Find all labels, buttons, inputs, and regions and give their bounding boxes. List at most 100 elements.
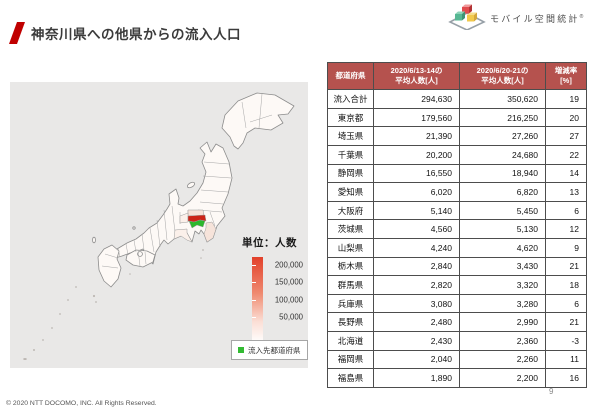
title-accent-bar <box>8 22 26 44</box>
table-row: 千葉県 20,200 24,680 22 <box>327 145 587 165</box>
value-cell: 1,890 <box>373 368 460 388</box>
scale-tick <box>252 265 256 266</box>
value-cell: 6 <box>545 293 587 314</box>
prefecture-cell: 福島県 <box>327 368 374 388</box>
value-cell: 2,990 <box>459 312 546 332</box>
scale-label: 200,000 <box>274 260 303 270</box>
value-cell: 2,430 <box>373 330 460 351</box>
map-scale-title: 単位：人数 <box>242 237 297 249</box>
value-cell: 27,260 <box>459 126 546 147</box>
brand-trademark: ® <box>579 14 584 20</box>
value-cell: 4,620 <box>459 238 546 258</box>
prefecture-cell: 静岡県 <box>327 163 374 184</box>
table-row: 静岡県 16,550 18,940 14 <box>327 163 587 184</box>
scale-tick <box>252 316 256 318</box>
value-cell: 11 <box>545 349 587 370</box>
shaded-prefectures <box>173 209 217 243</box>
table-row: 栃木県 2,840 3,430 21 <box>327 256 587 277</box>
gradient-bar <box>252 257 263 343</box>
value-cell: 21,390 <box>373 126 460 147</box>
value-cell: 350,620 <box>459 89 546 109</box>
value-cell: 2,360 <box>459 330 546 351</box>
value-cell: 22 <box>545 145 587 165</box>
scale-tick <box>252 282 256 284</box>
table-row: 群馬県 2,820 3,320 18 <box>327 275 587 295</box>
value-cell: 2,480 <box>373 312 460 332</box>
scale-label: 50,000 <box>279 312 303 322</box>
inflow-table-header: 都道府県 2020/6/13-14の 平均人数[人] 2020/6/20-21の平… <box>327 61 587 91</box>
prefecture-cell: 北海道 <box>327 330 374 351</box>
value-cell: 6 <box>545 200 587 221</box>
value-cell: 20 <box>545 107 587 128</box>
small-island-dots <box>23 249 204 360</box>
island-kyushu <box>97 244 122 288</box>
value-cell: 27 <box>545 126 587 147</box>
prefecture-cell: 千葉県 <box>327 145 374 165</box>
value-cell: 6,820 <box>459 182 546 202</box>
destination-legend-label: 流入先都道府県 <box>248 345 301 355</box>
value-cell: 2,040 <box>373 349 460 370</box>
table-row: 愛知県 6,020 6,820 13 <box>327 182 587 202</box>
value-cell: 21 <box>545 312 587 332</box>
prefecture-cell: 東京都 <box>327 107 374 128</box>
prefecture-cell: 兵庫県 <box>327 293 374 314</box>
table-row: 兵庫県 3,080 3,280 6 <box>327 293 587 314</box>
value-cell: 14 <box>545 163 587 184</box>
value-cell: 3,080 <box>373 293 460 314</box>
island-hokkaido <box>221 92 295 150</box>
table-row: 北海道 2,430 2,360 -3 <box>327 330 587 351</box>
prefecture-cell: 栃木県 <box>327 256 374 277</box>
prefecture-cell: 群馬県 <box>327 275 374 295</box>
col-header-rate: 増減率 [%] <box>545 61 587 91</box>
pref-shizuoka <box>173 228 193 243</box>
value-cell: 21 <box>545 256 587 277</box>
value-cell: 2,820 <box>373 275 460 295</box>
japan-map <box>23 92 295 360</box>
value-cell: 18,940 <box>459 163 546 184</box>
table-row: 福岡県 2,040 2,260 11 <box>327 349 587 370</box>
map-color-scale: 200,000 150,000 100,000 50,000 <box>252 257 304 343</box>
island-shikoku <box>125 249 156 268</box>
value-cell: 3,430 <box>459 256 546 277</box>
table-row: 山梨県 4,240 4,620 9 <box>327 238 587 258</box>
table-row: 埼玉県 21,390 27,260 27 <box>327 126 587 147</box>
prefecture-cell: 大阪府 <box>327 200 374 221</box>
brand-name: モバイル空間統計® <box>490 14 584 24</box>
table-row: 長野県 2,480 2,990 21 <box>327 312 587 332</box>
value-cell: 216,250 <box>459 107 546 128</box>
pref-kanagawa-destination <box>188 219 206 229</box>
value-cell: 5,130 <box>459 219 546 239</box>
pref-yamanashi <box>179 212 189 224</box>
table-row: 大阪府 5,140 5,450 6 <box>327 200 587 221</box>
value-cell: -3 <box>545 330 587 351</box>
prefecture-cell: 愛知県 <box>327 182 374 202</box>
value-cell: 16 <box>545 368 587 388</box>
prefecture-cell: 流入合計 <box>327 89 374 109</box>
value-cell: 4,240 <box>373 238 460 258</box>
page-title: 神奈川県への他県からの流入人口 <box>31 27 241 42</box>
value-cell: 5,450 <box>459 200 546 221</box>
scale-label: 100,000 <box>274 295 303 305</box>
col-header-prefecture: 都道府県 <box>327 61 374 91</box>
brand-logo: モバイル空間統計® <box>448 3 583 30</box>
japan-map-panel: 単位：人数 200,000 150,000 100,000 50,000 流入先都道府… <box>10 82 308 368</box>
destination-legend-swatch <box>238 347 244 353</box>
japan-islands <box>92 92 295 288</box>
value-cell: 6,020 <box>373 182 460 202</box>
value-cell: 20,200 <box>373 145 460 165</box>
value-cell: 24,680 <box>459 145 546 165</box>
prefecture-cell: 山梨県 <box>327 238 374 258</box>
table-row: 東京都 179,560 216,250 20 <box>327 107 587 128</box>
table-row: 福島県 1,890 2,200 16 <box>327 368 587 388</box>
value-cell: 9 <box>545 238 587 258</box>
value-cell: 179,560 <box>373 107 460 128</box>
value-cell: 18 <box>545 275 587 295</box>
value-cell: 294,630 <box>373 89 460 109</box>
value-cell: 4,560 <box>373 219 460 239</box>
value-cell: 3,280 <box>459 293 546 314</box>
pref-chiba <box>203 221 217 243</box>
destination-legend: 流入先都道府県 <box>231 340 308 360</box>
island-sado <box>186 181 196 189</box>
island-oki <box>132 226 136 230</box>
inflow-table-body: 流入合計 294,630 350,620 19 東京都 179,560 216,250 20 埼… <box>327 89 587 388</box>
